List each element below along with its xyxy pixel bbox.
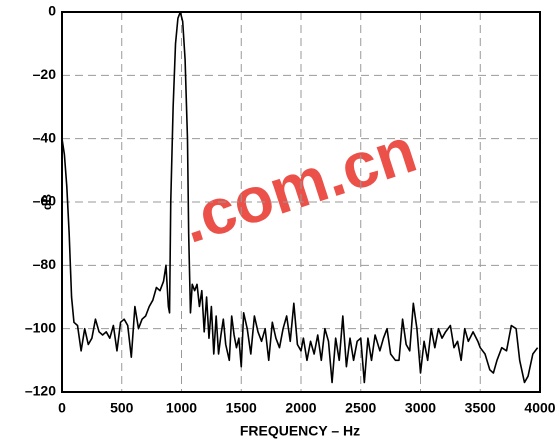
y-tick-label: –20 [33,66,57,82]
x-tick-label: 3000 [405,400,436,416]
x-tick-label: 2000 [285,400,316,416]
y-tick-label: –120 [25,383,56,399]
x-tick-label: 500 [110,400,134,416]
x-axis-label: FREQUENCY – Hz [240,423,360,439]
x-tick-label: 3500 [465,400,496,416]
x-tick-label: 1500 [226,400,257,416]
y-tick-label: –60 [33,193,57,209]
x-tick-label: 2500 [345,400,376,416]
y-tick-label: –100 [25,319,56,335]
plot-frame [61,11,541,393]
y-tick-label: 0 [48,3,56,19]
x-tick-label: 1000 [166,400,197,416]
y-axis-label: dB [40,194,54,210]
watermark: .com.cn [172,114,424,257]
line [61,11,539,384]
x-tick-label: 0 [58,400,66,416]
x-tick-label: 4000 [524,400,555,416]
y-tick-label: –80 [33,256,57,272]
y-tick-label: –40 [33,129,57,145]
